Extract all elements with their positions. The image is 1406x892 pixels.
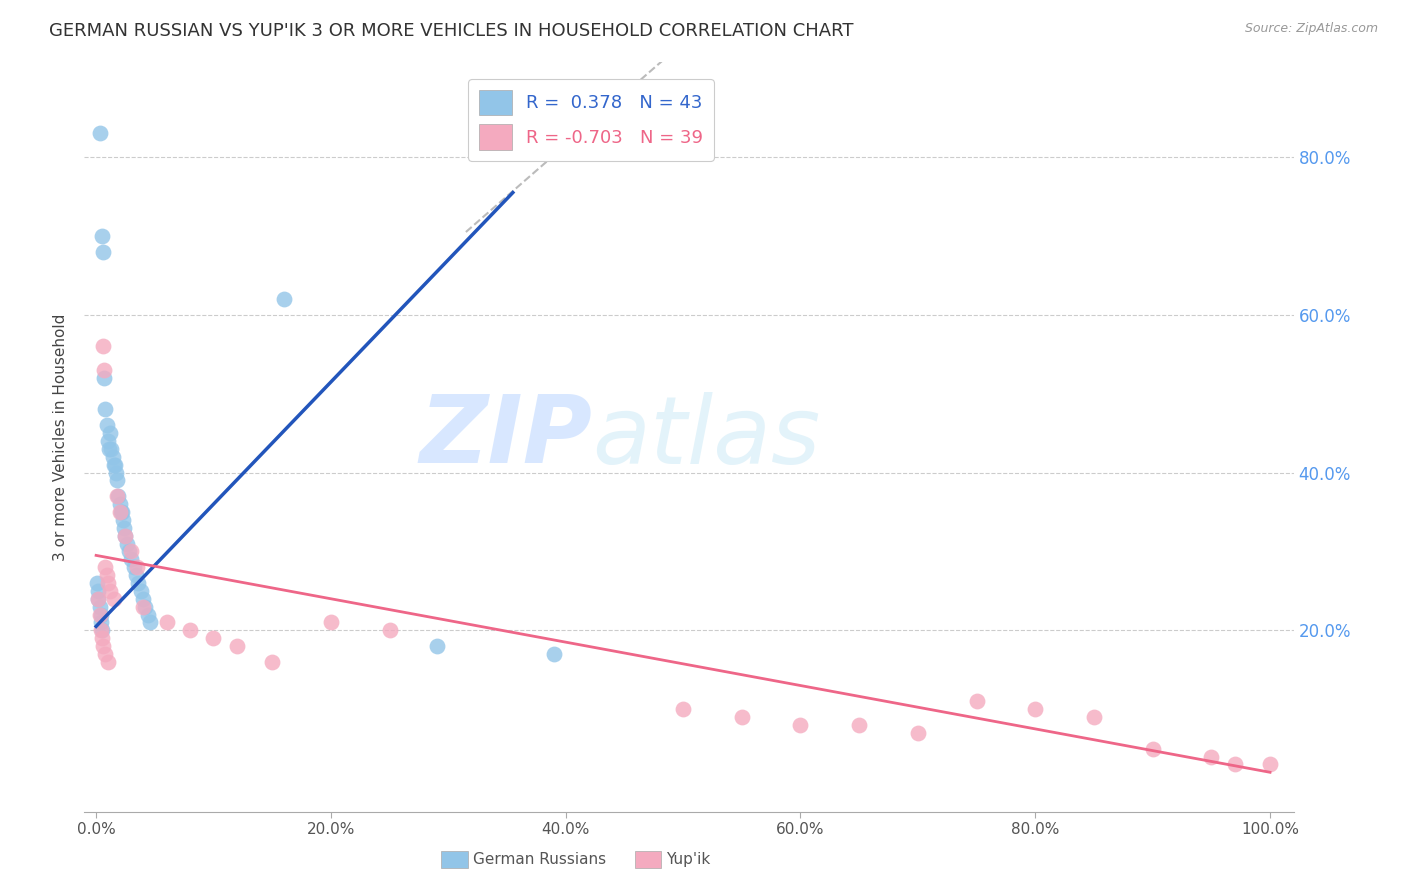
Point: [94, 402, 117, 417]
Point: [319, 615, 342, 630]
Point: [89, 127, 111, 141]
Point: [1258, 757, 1281, 772]
Point: [848, 718, 870, 732]
Point: [91, 244, 114, 259]
Point: [1142, 741, 1164, 756]
Point: [127, 560, 149, 574]
Point: [1083, 710, 1105, 724]
Point: [111, 505, 134, 519]
Point: [262, 655, 284, 669]
Point: [105, 489, 128, 503]
Point: [87, 583, 110, 598]
Point: [107, 489, 129, 503]
Point: [98, 442, 121, 456]
Point: [100, 442, 122, 456]
Point: [96, 418, 118, 433]
Point: [132, 599, 155, 614]
Point: [104, 458, 127, 472]
Point: [89, 599, 111, 614]
Y-axis label: 3 or more Vehicles in Household: 3 or more Vehicles in Household: [53, 313, 69, 561]
Point: [127, 576, 149, 591]
Point: [115, 536, 138, 550]
Point: [179, 624, 201, 638]
Point: [105, 466, 128, 480]
Point: [110, 505, 132, 519]
Point: [91, 229, 114, 244]
Point: [907, 726, 929, 740]
Point: [122, 560, 145, 574]
Point: [97, 576, 120, 591]
Point: [96, 568, 118, 582]
Point: [90, 607, 112, 622]
Point: [91, 624, 114, 638]
Point: [1201, 749, 1223, 764]
Point: [103, 591, 125, 606]
Point: [90, 624, 112, 638]
Point: [125, 568, 148, 582]
FancyBboxPatch shape: [634, 852, 661, 868]
Point: [120, 544, 142, 558]
Point: [378, 624, 401, 638]
Point: [202, 631, 225, 645]
Point: [87, 591, 110, 606]
Point: [112, 521, 135, 535]
Point: [120, 552, 142, 566]
Text: GERMAN RUSSIAN VS YUP'IK 3 OR MORE VEHICLES IN HOUSEHOLD CORRELATION CHART: GERMAN RUSSIAN VS YUP'IK 3 OR MORE VEHIC…: [49, 22, 853, 40]
Point: [134, 599, 156, 614]
Point: [1223, 757, 1246, 772]
Point: [155, 615, 177, 630]
Point: [105, 474, 128, 488]
Point: [226, 639, 249, 653]
Point: [108, 497, 131, 511]
Point: [103, 458, 125, 472]
Point: [1024, 702, 1046, 716]
Text: Yup'ik: Yup'ik: [666, 852, 710, 867]
Point: [112, 513, 135, 527]
Text: German Russians: German Russians: [472, 852, 606, 867]
Point: [98, 583, 121, 598]
Point: [114, 529, 136, 543]
Point: [90, 615, 112, 630]
Point: [139, 615, 162, 630]
Point: [108, 505, 131, 519]
Point: [132, 591, 155, 606]
Point: [91, 339, 114, 353]
Point: [136, 607, 159, 622]
Point: [273, 292, 295, 306]
Point: [672, 702, 695, 716]
Point: [789, 718, 811, 732]
Legend: R =  0.378   N = 43, R = -0.703   N = 39: R = 0.378 N = 43, R = -0.703 N = 39: [468, 79, 714, 161]
Point: [94, 647, 117, 661]
Point: [87, 591, 110, 606]
Text: atlas: atlas: [592, 392, 821, 483]
Point: [94, 560, 117, 574]
Point: [91, 631, 114, 645]
Point: [93, 371, 115, 385]
Point: [89, 607, 111, 622]
Point: [101, 450, 124, 464]
Point: [543, 647, 565, 661]
Point: [91, 639, 114, 653]
Point: [118, 544, 141, 558]
Text: Source: ZipAtlas.com: Source: ZipAtlas.com: [1244, 22, 1378, 36]
Point: [425, 639, 447, 653]
Point: [93, 363, 115, 377]
Point: [114, 529, 136, 543]
Point: [97, 655, 120, 669]
Point: [98, 426, 121, 441]
Point: [97, 434, 120, 448]
Text: ZIP: ZIP: [419, 391, 592, 483]
FancyBboxPatch shape: [441, 852, 468, 868]
Point: [731, 710, 754, 724]
Point: [129, 583, 152, 598]
Point: [966, 694, 988, 708]
Point: [86, 576, 108, 591]
